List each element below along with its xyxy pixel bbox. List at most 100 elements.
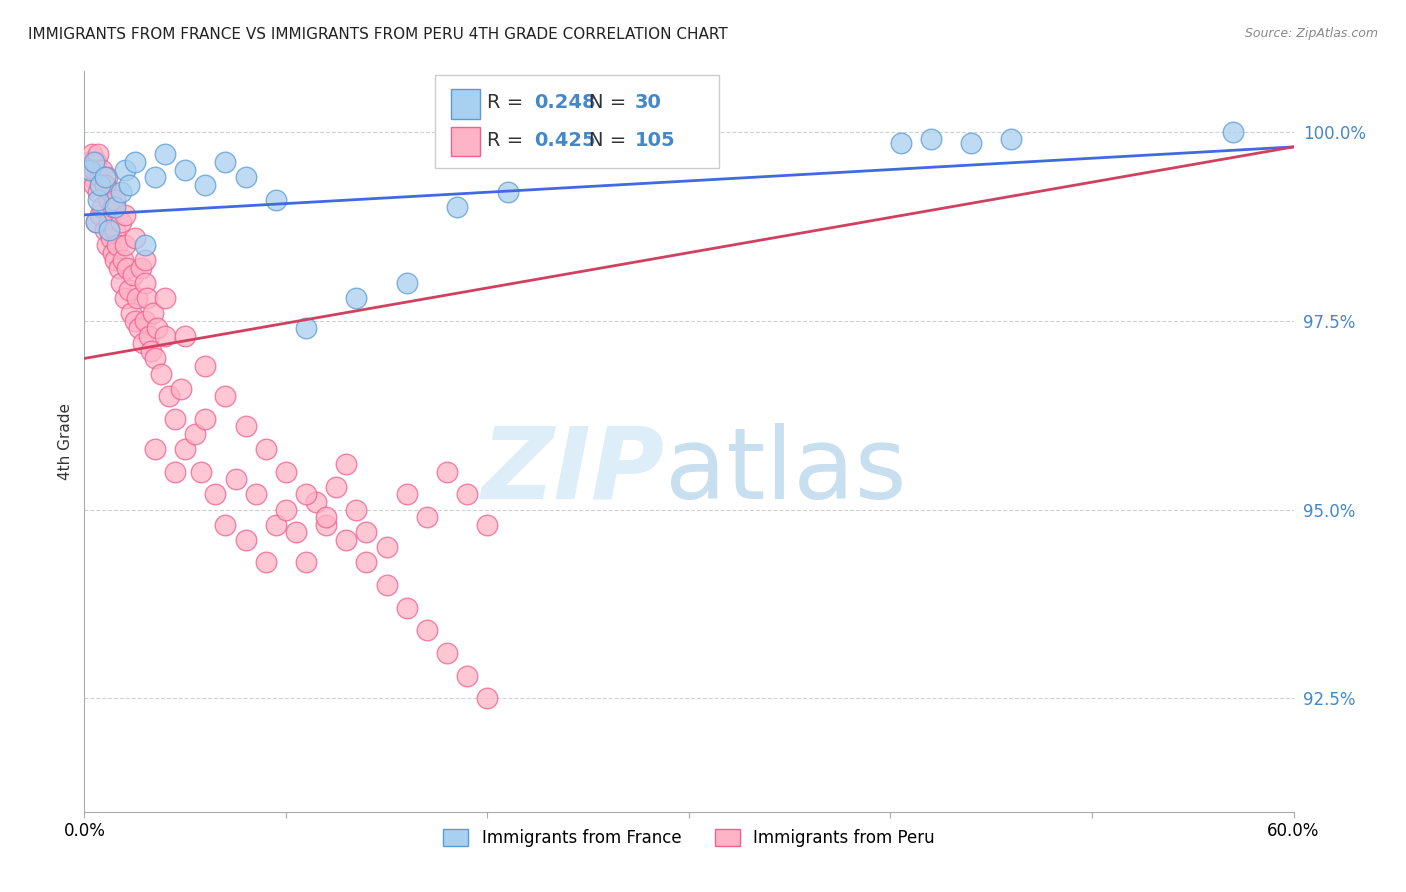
Point: [274, 502, 297, 516]
Point: [214, 389, 236, 403]
Point: [121, 268, 143, 283]
Point: [890, 136, 912, 150]
Text: 30: 30: [634, 93, 661, 112]
Point: [295, 321, 318, 335]
Point: [114, 208, 136, 222]
Point: [165, 412, 187, 426]
Point: [157, 389, 180, 403]
Point: [254, 442, 277, 456]
Point: [295, 556, 318, 570]
Point: [174, 442, 197, 456]
Point: [174, 162, 197, 177]
Point: [129, 260, 152, 275]
Point: [110, 186, 132, 200]
Point: [1000, 132, 1022, 146]
Point: [83, 162, 105, 177]
Point: [315, 517, 337, 532]
Point: [214, 517, 236, 532]
Point: [96, 170, 118, 185]
Point: [446, 200, 468, 214]
Point: [124, 313, 146, 327]
Point: [194, 359, 217, 373]
Point: [170, 382, 193, 396]
Point: [87, 193, 110, 207]
Point: [436, 465, 458, 479]
Point: [456, 487, 478, 501]
Point: [190, 465, 212, 479]
Point: [97, 215, 120, 229]
FancyBboxPatch shape: [451, 89, 479, 119]
Point: [264, 517, 287, 532]
Point: [235, 533, 257, 547]
Point: [114, 238, 136, 252]
Point: [79, 155, 101, 169]
Point: [128, 321, 150, 335]
Legend: Immigrants from France, Immigrants from Peru: Immigrants from France, Immigrants from …: [434, 821, 943, 855]
Point: [134, 238, 156, 252]
Point: [1222, 125, 1244, 139]
Point: [118, 284, 141, 298]
Point: [920, 132, 942, 146]
Point: [184, 427, 207, 442]
Point: [118, 178, 141, 192]
Point: [456, 669, 478, 683]
Point: [436, 646, 458, 660]
FancyBboxPatch shape: [451, 127, 479, 156]
Point: [245, 487, 267, 501]
Point: [254, 556, 277, 570]
Point: [111, 253, 134, 268]
Point: [107, 260, 129, 275]
FancyBboxPatch shape: [434, 75, 720, 168]
Point: [105, 238, 128, 252]
Point: [96, 238, 118, 252]
Point: [335, 457, 357, 471]
Text: 0.425: 0.425: [534, 130, 596, 150]
Point: [124, 230, 146, 244]
Text: 0.248: 0.248: [534, 93, 596, 112]
Point: [295, 487, 318, 501]
Point: [335, 533, 357, 547]
Point: [346, 291, 368, 305]
Point: [101, 200, 124, 214]
Text: R =: R =: [486, 130, 530, 150]
Point: [960, 136, 983, 150]
Point: [110, 215, 132, 229]
Point: [104, 253, 127, 268]
Point: [110, 276, 132, 290]
Point: [91, 162, 114, 177]
Point: [115, 260, 138, 275]
Point: [149, 367, 172, 381]
Point: [375, 541, 398, 555]
Point: [325, 480, 347, 494]
Point: [135, 291, 157, 305]
Point: [395, 276, 418, 290]
Point: [395, 600, 418, 615]
Point: [285, 525, 308, 540]
Point: [143, 351, 166, 366]
Point: [86, 215, 108, 229]
Point: [477, 517, 499, 532]
Point: [104, 223, 127, 237]
Point: [235, 170, 257, 185]
Point: [104, 193, 127, 207]
Point: [93, 170, 115, 185]
Point: [346, 502, 368, 516]
Point: [114, 291, 136, 305]
Point: [153, 147, 176, 161]
Point: [214, 155, 236, 169]
Y-axis label: 4th Grade: 4th Grade: [58, 403, 73, 480]
Point: [82, 170, 104, 185]
Text: R =: R =: [486, 93, 530, 112]
Point: [114, 162, 136, 177]
Point: [97, 193, 120, 207]
Point: [194, 178, 217, 192]
Point: [97, 223, 120, 237]
Point: [87, 147, 110, 161]
Point: [153, 291, 176, 305]
Point: [124, 155, 146, 169]
Point: [375, 578, 398, 592]
Point: [87, 186, 110, 200]
Point: [477, 691, 499, 706]
Text: Source: ZipAtlas.com: Source: ZipAtlas.com: [1244, 27, 1378, 40]
Point: [153, 328, 176, 343]
